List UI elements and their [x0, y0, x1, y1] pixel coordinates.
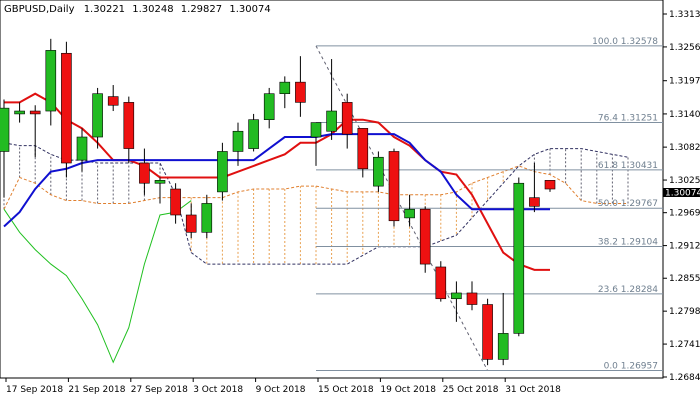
ohlc-low: 1.29827: [181, 4, 222, 15]
bearish-candle: [482, 304, 493, 360]
bullish-candle: [279, 81, 291, 95]
bearish-candle: [419, 208, 431, 265]
bearish-candle: [139, 162, 150, 184]
ichimoku-cloud: [3, 142, 629, 265]
bullish-candle: [92, 93, 103, 138]
bearish-candle: [107, 96, 119, 106]
x-tick-label: 21 Sep 2018: [68, 385, 125, 395]
fib-level-label: 23.6 1.28284: [598, 285, 658, 295]
bearish-candle: [529, 197, 540, 207]
y-tick-label: 1.31400: [669, 110, 700, 120]
symbol-timeframe: GBPUSD,Daily: [4, 4, 75, 15]
x-tick-label: 31 Oct 2018: [505, 385, 561, 395]
bullish-candle: [45, 50, 57, 112]
price-marker-tag: [663, 188, 700, 197]
tenkan-sen: [3, 133, 550, 228]
bullish-candle: [201, 203, 213, 233]
fib-level-label: 61.8 1.30431: [598, 161, 658, 171]
candles: [0, 38, 556, 366]
bullish-candle: [14, 110, 25, 115]
bearish-candle: [466, 292, 478, 305]
y-tick-label: 1.29120: [669, 242, 700, 252]
y-tick-label: 1.32560: [669, 43, 700, 53]
bullish-candle: [404, 208, 415, 219]
bullish-candle: [497, 333, 509, 360]
fibonacci-retracement: 100.0 1.32578 76.4 1.31251 61.8 1.30431 50.…: [315, 37, 663, 372]
chikou-span: [3, 200, 192, 364]
bearish-candle: [357, 128, 369, 170]
fib-level-label: 50.0 1.29767: [598, 199, 658, 209]
kijun-sen: [4, 92, 550, 271]
y-tick-label: 1.26845: [669, 373, 700, 383]
current-price-label: 1.30074: [665, 189, 700, 199]
bullish-candle: [451, 292, 462, 300]
y-tick-label: 1.30825: [669, 143, 700, 153]
bearish-candle: [544, 180, 556, 190]
senkou-span-a: [3, 165, 628, 210]
x-tick-label: 15 Oct 2018: [318, 385, 374, 395]
y-tick-label: 1.27415: [669, 340, 700, 350]
bullish-candle: [248, 119, 259, 149]
bullish-candle: [232, 130, 244, 152]
bearish-candle: [123, 102, 135, 149]
fib-level-label: 100.0 1.32578: [592, 37, 658, 47]
fib-level-label: 0.0 1.26957: [604, 362, 658, 372]
bearish-candle: [170, 188, 181, 216]
fib-level-label: 38.2 1.29104: [598, 238, 658, 248]
x-tick-label: 27 Sep 2018: [131, 385, 188, 395]
bearish-candle: [29, 110, 41, 115]
bullish-candle: [0, 107, 10, 152]
chart-title: GBPUSD,Daily 1.30221 1.30248 1.29827 1.3…: [4, 4, 271, 15]
y-tick-label: 1.27985: [669, 307, 700, 317]
y-tick-label: 1.29690: [669, 209, 700, 219]
bullish-candle: [513, 182, 525, 334]
y-tick-label: 1.33130: [669, 10, 700, 20]
bullish-candle: [217, 151, 228, 193]
x-tick-label: 17 Sep 2018: [6, 385, 63, 395]
bearish-candle: [295, 81, 306, 103]
bullish-candle: [154, 180, 166, 184]
bearish-candle: [61, 52, 72, 164]
bullish-candle: [76, 136, 88, 161]
x-tick-label: 19 Oct 2018: [380, 385, 436, 395]
bullish-candle: [326, 110, 337, 132]
fib-level-label: 76.4 1.31251: [598, 114, 658, 124]
x-tick-label: 3 Oct 2018: [193, 385, 243, 395]
y-tick-label: 1.31975: [669, 77, 700, 87]
bearish-candle: [388, 151, 400, 222]
bearish-candle: [435, 266, 447, 300]
bearish-candle: [341, 102, 353, 135]
y-axis: 1.33130 1.32560 1.31975 1.31400 1.30825 1.302…: [663, 10, 700, 383]
x-tick-label: 25 Oct 2018: [443, 385, 499, 395]
y-tick-label: 1.28555: [669, 274, 700, 284]
ohlc-high: 1.30248: [132, 4, 173, 15]
bullish-candle: [310, 122, 322, 138]
x-tick-label: 9 Oct 2018: [256, 385, 306, 395]
indicator-lines: [3, 92, 550, 364]
bearish-candle: [185, 214, 197, 233]
ohlc-open: 1.30221: [84, 4, 125, 15]
y-tick-label: 1.30255: [669, 176, 700, 186]
x-axis: 17 Sep 2018 21 Sep 2018 27 Sep 2018 3 Oct 2…: [5, 378, 561, 395]
ohlc-close: 1.30074: [229, 4, 270, 15]
bullish-candle: [373, 156, 384, 187]
fib-trendline: [315, 45, 489, 371]
senkou-span-b: [3, 142, 629, 265]
bullish-candle: [263, 93, 275, 120]
